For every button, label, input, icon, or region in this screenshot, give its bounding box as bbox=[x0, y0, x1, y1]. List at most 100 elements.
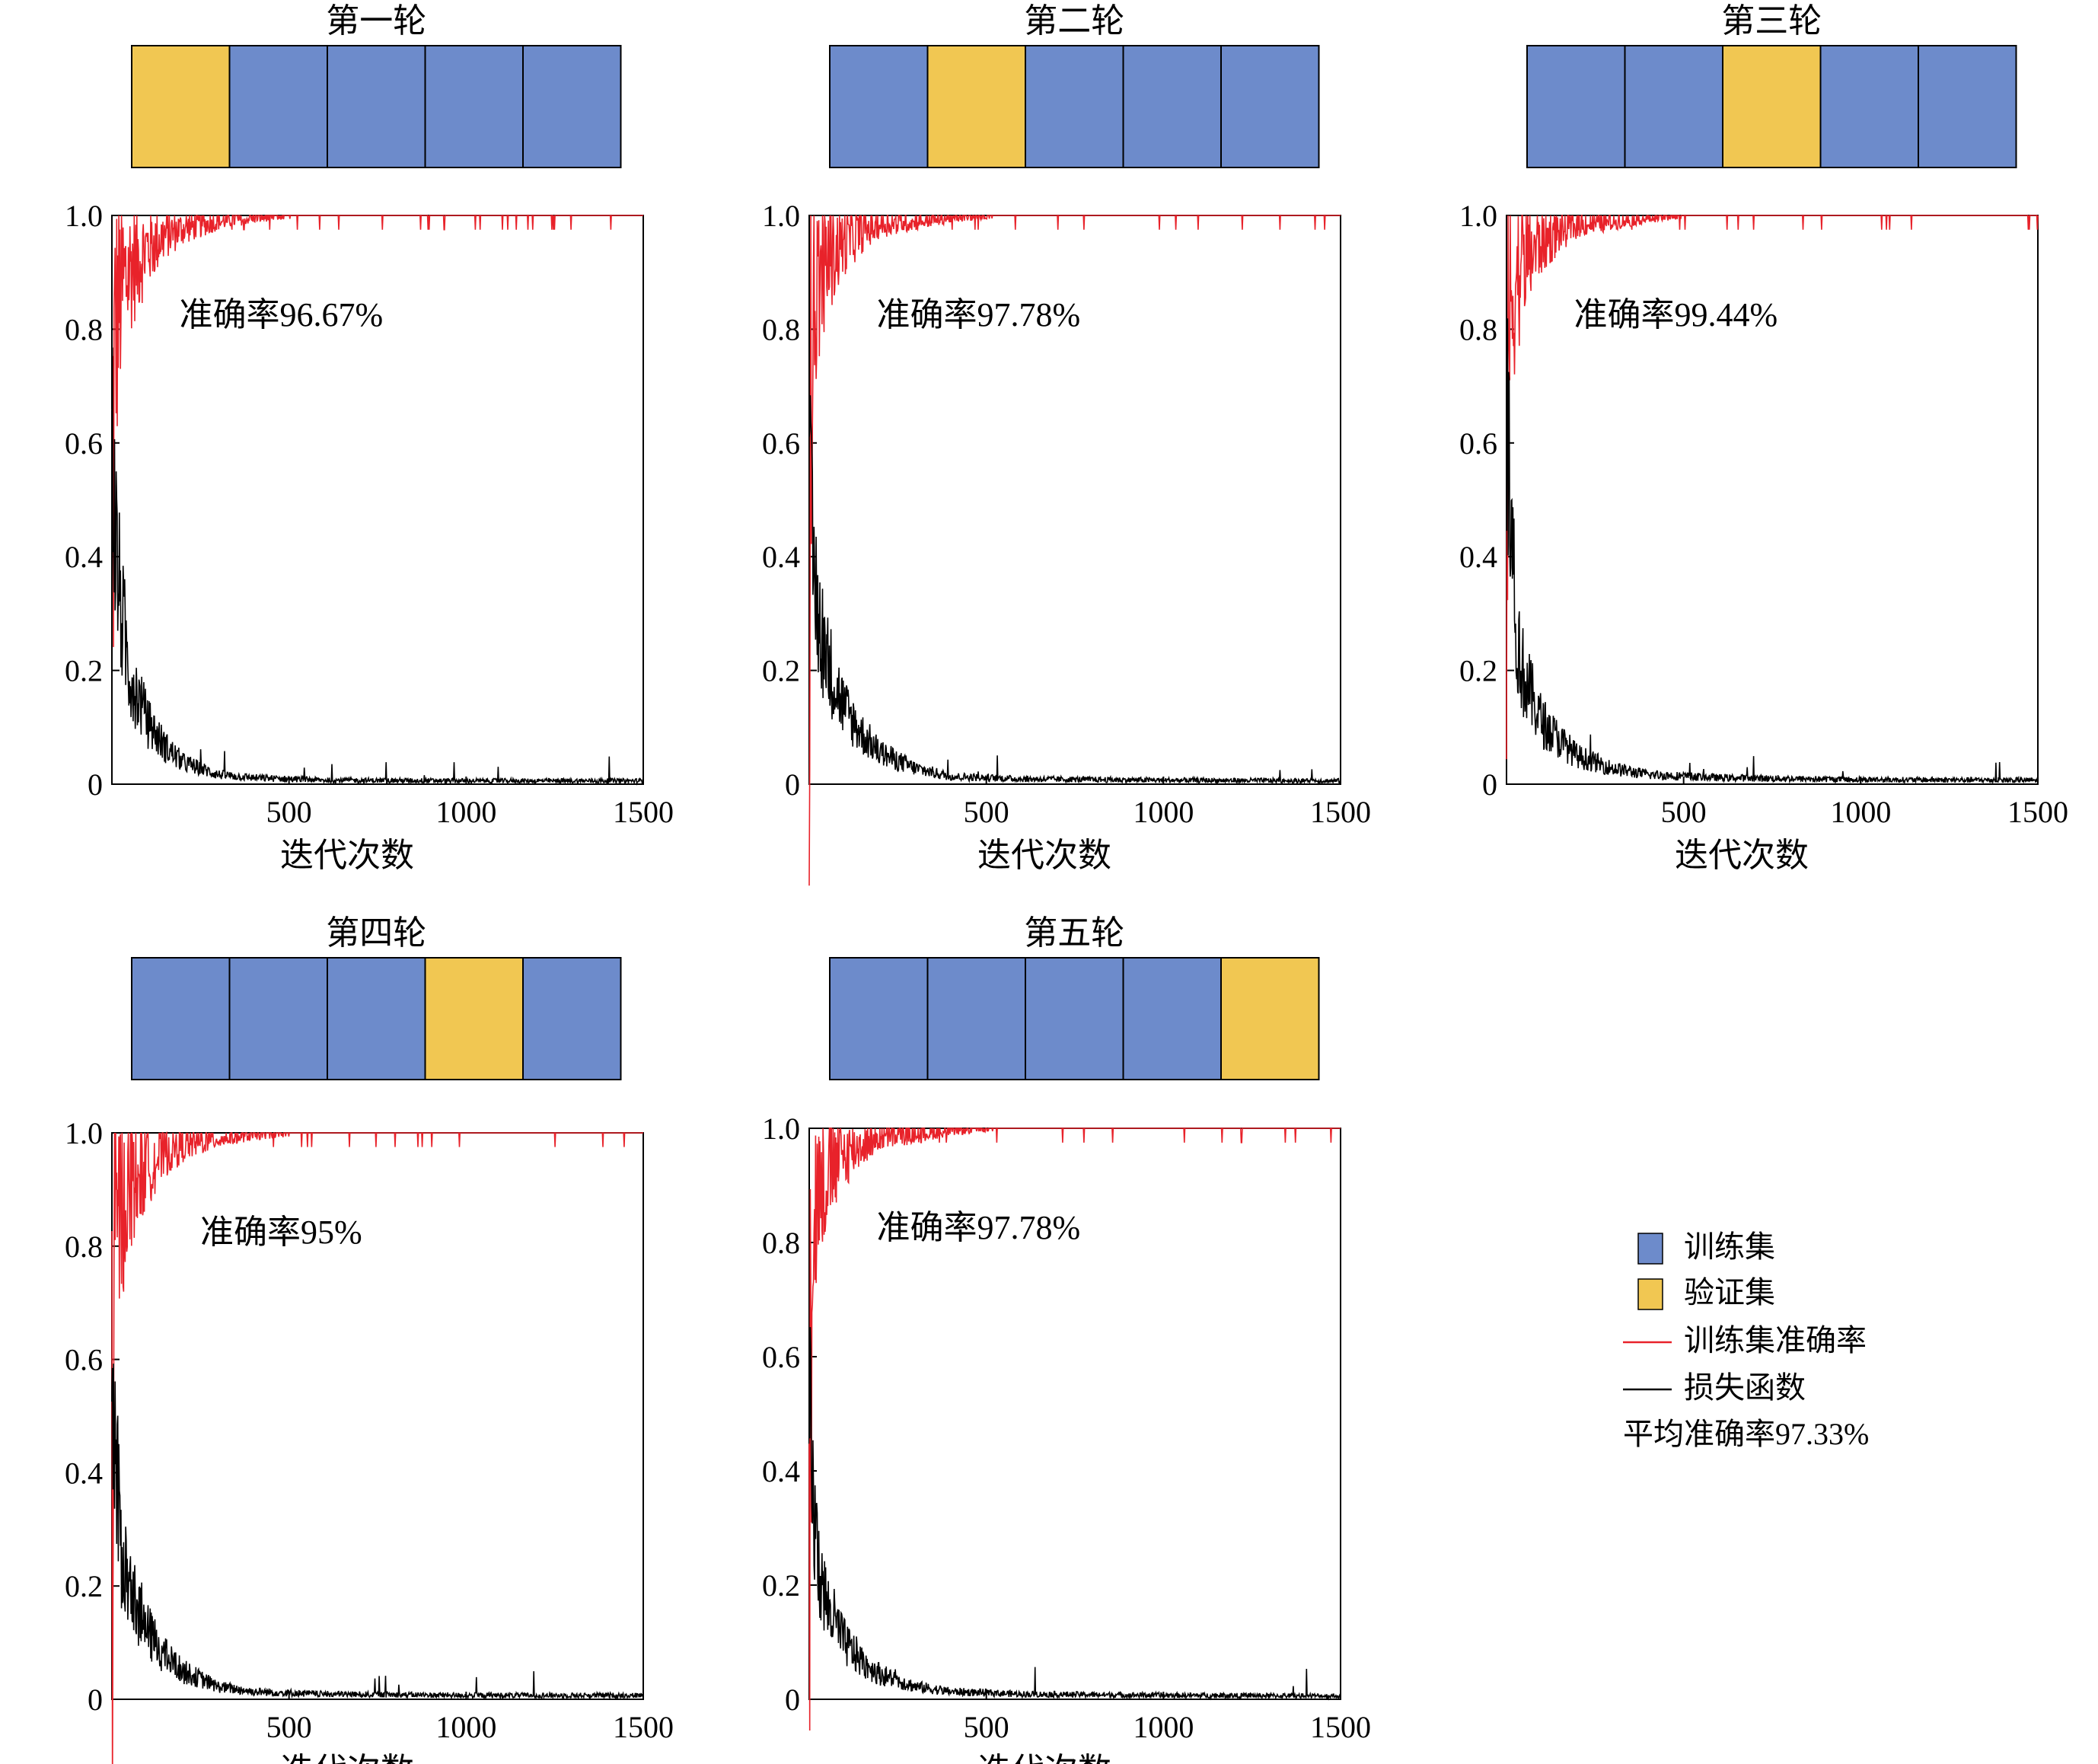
series-train-accuracy-line bbox=[1506, 215, 2039, 760]
y-tick-label: 0.8 bbox=[762, 312, 800, 346]
y-tick-label: 0.6 bbox=[762, 1340, 800, 1374]
x-tick-label: 1000 bbox=[435, 1710, 496, 1744]
y-tick-label: 0 bbox=[785, 1683, 800, 1717]
x-axis-label: 迭代次数 bbox=[280, 1752, 414, 1764]
fold-block-validation bbox=[424, 957, 524, 1080]
panel-2: 第二轮 0 0.2 0.4 0.6 0.8 1.0 500 1000 1500 迭代次数 准确率97.… bbox=[762, 2, 1371, 886]
y-tick-label: 1.0 bbox=[1459, 199, 1497, 233]
series-loss-line bbox=[1506, 318, 2039, 785]
panels: 第一轮 0 0.2 0.4 0.6 0.8 1.0 500 1000 1500 迭代次数 准确率96.… bbox=[65, 2, 2068, 1764]
fold-block-train bbox=[1526, 45, 1626, 168]
x-tick-label: 1500 bbox=[613, 795, 674, 829]
fold-block-validation bbox=[926, 45, 1026, 168]
legend-label-train-accuracy: 训练集准确率 bbox=[1684, 1323, 1867, 1357]
legend-swatch-validation-set bbox=[1637, 1278, 1663, 1310]
y-tick-label: 1.0 bbox=[762, 199, 800, 233]
x-tick-label: 1500 bbox=[613, 1710, 674, 1744]
panel-5: 第五轮 0 0.2 0.4 0.6 0.8 1.0 500 1000 1500 迭代次数 准确率97.… bbox=[762, 914, 1371, 1764]
y-tick-label: 0.6 bbox=[762, 426, 800, 461]
legend: 训练集 验证集 训练集准确率 损失函数 平均准确率97.33% bbox=[1623, 1230, 1869, 1451]
y-tick-label: 0.4 bbox=[65, 540, 103, 574]
legend-label-validation-set: 验证集 bbox=[1684, 1275, 1775, 1309]
series-loss-line bbox=[111, 347, 644, 786]
series-loss-line bbox=[808, 395, 1341, 786]
fold-block-train bbox=[228, 45, 328, 168]
fold-block-train bbox=[829, 45, 929, 168]
fold-block-validation bbox=[1220, 957, 1320, 1080]
fold-block-train bbox=[522, 957, 622, 1080]
panel-4: 第四轮 0 0.2 0.4 0.6 0.8 1.0 500 1000 1500 迭代次数 准确率95% bbox=[65, 914, 674, 1764]
y-tick-label: 0.8 bbox=[1459, 312, 1497, 346]
series-train-accuracy-line bbox=[808, 1128, 1341, 1731]
y-tick-label: 1.0 bbox=[762, 1112, 800, 1146]
fold-block-validation bbox=[131, 45, 231, 168]
y-tick-label: 1.0 bbox=[65, 1116, 103, 1150]
y-tick-label: 0 bbox=[785, 767, 800, 802]
fold-block-train bbox=[1025, 45, 1124, 168]
x-tick-label: 1500 bbox=[1310, 795, 1371, 829]
panel-title: 第五轮 bbox=[1024, 914, 1124, 952]
series-train-accuracy-line bbox=[111, 215, 643, 647]
y-tick-label: 0.4 bbox=[1459, 540, 1497, 574]
fold-block-train bbox=[1122, 45, 1222, 168]
x-axis-label: 迭代次数 bbox=[977, 837, 1111, 874]
accuracy-annotation: 准确率97.78% bbox=[877, 1209, 1081, 1246]
x-tick-label: 500 bbox=[266, 795, 312, 829]
accuracy-annotation: 准确率99.44% bbox=[1574, 296, 1778, 333]
panel-title: 第四轮 bbox=[326, 914, 426, 952]
y-tick-label: 0.4 bbox=[65, 1456, 103, 1490]
fold-block-train bbox=[131, 957, 231, 1080]
y-tick-label: 0 bbox=[88, 1683, 103, 1717]
fold-block-train bbox=[522, 45, 622, 168]
x-tick-label: 1000 bbox=[435, 795, 496, 829]
series-loss-line bbox=[111, 1364, 644, 1701]
fold-block-train bbox=[1819, 45, 1919, 168]
x-tick-label: 1500 bbox=[2007, 795, 2068, 829]
y-tick-label: 0.8 bbox=[762, 1226, 800, 1260]
y-tick-label: 0.8 bbox=[65, 1230, 103, 1264]
x-tick-label: 500 bbox=[266, 1710, 312, 1744]
plot-frame bbox=[111, 1132, 644, 1700]
fold-block-train bbox=[1220, 45, 1320, 168]
legend-swatch-train-set bbox=[1637, 1233, 1663, 1265]
fold-block-train bbox=[327, 45, 426, 168]
y-tick-label: 0.6 bbox=[1459, 426, 1497, 461]
panel-title: 第二轮 bbox=[1024, 2, 1124, 40]
x-tick-label: 1000 bbox=[1830, 795, 1891, 829]
panel-title: 第一轮 bbox=[326, 2, 426, 40]
panel-title: 第三轮 bbox=[1721, 2, 1822, 40]
fold-block-train bbox=[228, 957, 328, 1080]
y-tick-label: 0.2 bbox=[65, 1569, 103, 1603]
fold-block-train bbox=[1624, 45, 1723, 168]
x-tick-label: 500 bbox=[1661, 795, 1707, 829]
accuracy-annotation: 准确率97.78% bbox=[877, 296, 1081, 333]
series-loss-line bbox=[808, 1327, 1341, 1701]
y-tick-label: 0.2 bbox=[762, 654, 800, 688]
x-tick-label: 500 bbox=[964, 795, 1009, 829]
y-tick-label: 0.2 bbox=[65, 654, 103, 688]
x-axis-label: 迭代次数 bbox=[280, 837, 414, 874]
x-axis-label: 迭代次数 bbox=[1675, 837, 1809, 874]
series-train-accuracy-line bbox=[111, 1131, 643, 1764]
y-tick-label: 0.6 bbox=[65, 1343, 103, 1377]
fold-block-train bbox=[327, 957, 426, 1080]
y-tick-label: 0.6 bbox=[65, 426, 103, 461]
accuracy-annotation: 准确率96.67% bbox=[180, 296, 384, 333]
fold-block-train bbox=[1122, 957, 1222, 1080]
legend-label-train-set: 训练集 bbox=[1684, 1230, 1775, 1264]
fold-block-validation bbox=[1722, 45, 1822, 168]
y-tick-label: 1.0 bbox=[65, 199, 103, 233]
fold-block-train bbox=[926, 957, 1026, 1080]
y-tick-label: 0 bbox=[1482, 767, 1497, 802]
x-axis-label: 迭代次数 bbox=[977, 1752, 1111, 1764]
x-tick-label: 1000 bbox=[1133, 1710, 1194, 1744]
panel-1: 第一轮 0 0.2 0.4 0.6 0.8 1.0 500 1000 1500 迭代次数 准确率96.… bbox=[65, 2, 674, 874]
x-tick-label: 1500 bbox=[1310, 1710, 1371, 1744]
x-tick-label: 500 bbox=[964, 1710, 1009, 1744]
y-tick-label: 0.4 bbox=[762, 540, 800, 574]
fold-block-train bbox=[1025, 957, 1124, 1080]
fold-block-train bbox=[424, 45, 524, 168]
series-train-accuracy-line bbox=[808, 214, 1341, 886]
y-tick-label: 0.4 bbox=[762, 1454, 800, 1488]
